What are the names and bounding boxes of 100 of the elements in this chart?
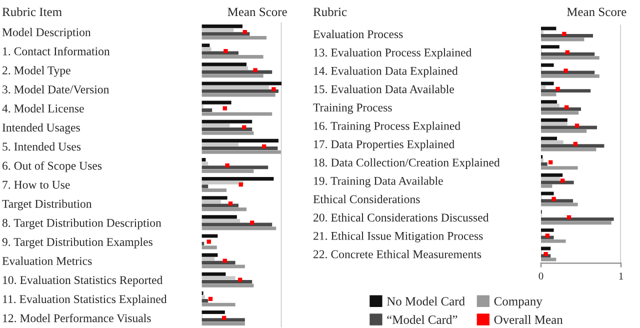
point bbox=[242, 125, 246, 130]
bar bbox=[202, 146, 278, 150]
bar bbox=[541, 199, 573, 203]
bar bbox=[202, 89, 278, 93]
bar bbox=[202, 166, 268, 170]
bar bbox=[541, 122, 568, 126]
point bbox=[566, 215, 572, 220]
bar bbox=[202, 44, 210, 48]
bar bbox=[202, 162, 208, 166]
bar bbox=[541, 173, 563, 177]
bar bbox=[202, 272, 226, 276]
bar bbox=[202, 47, 212, 51]
bar bbox=[202, 74, 264, 78]
y-tick-label: 11. Evaluation Statistics Explained bbox=[3, 294, 167, 306]
x-tick-label: 1 bbox=[619, 272, 623, 280]
bar bbox=[541, 111, 579, 115]
bar bbox=[541, 74, 600, 78]
point bbox=[222, 258, 227, 263]
bar bbox=[541, 140, 564, 144]
bar bbox=[202, 215, 237, 219]
y-tick-label: 9. Target Distribution Examples bbox=[2, 238, 152, 248]
bar bbox=[541, 92, 556, 96]
bar bbox=[541, 107, 581, 111]
bar bbox=[202, 280, 252, 284]
y-tick-label: 22. Concrete Ethical Measurements bbox=[314, 250, 482, 258]
bar bbox=[202, 66, 248, 70]
y-tick-label: 4. Model License bbox=[2, 104, 84, 113]
y-tick-label: Ethical Considerations bbox=[313, 194, 420, 204]
y-tick-label: 12. Model Performance Visuals bbox=[3, 314, 151, 322]
point bbox=[564, 68, 568, 73]
bar bbox=[541, 104, 560, 108]
point bbox=[544, 252, 548, 256]
y-tick-label: 17. Data Properties Explained bbox=[314, 140, 454, 151]
bar bbox=[202, 131, 254, 135]
bar bbox=[202, 310, 225, 314]
point bbox=[222, 106, 227, 110]
bar bbox=[541, 52, 595, 56]
bar bbox=[541, 258, 556, 262]
bar bbox=[202, 32, 250, 36]
bar bbox=[541, 184, 552, 188]
bar bbox=[202, 184, 208, 188]
y-tick-label: 13. Evaluation Process Explained bbox=[314, 48, 472, 59]
bar bbox=[202, 180, 244, 184]
bar bbox=[202, 284, 254, 288]
bar bbox=[541, 202, 578, 206]
point bbox=[253, 68, 258, 72]
bar bbox=[541, 63, 554, 67]
bar bbox=[202, 55, 264, 59]
bar bbox=[202, 208, 246, 212]
y-tick-label: 15. Evaluation Data Available bbox=[314, 84, 454, 94]
bar bbox=[541, 129, 587, 133]
bar bbox=[202, 246, 217, 250]
bar bbox=[541, 177, 560, 181]
bar bbox=[541, 246, 551, 250]
bar bbox=[202, 318, 245, 322]
point bbox=[548, 160, 553, 164]
point bbox=[262, 144, 266, 148]
bar bbox=[202, 169, 254, 173]
point bbox=[573, 142, 578, 146]
bar bbox=[541, 38, 584, 42]
point bbox=[224, 49, 228, 54]
point bbox=[225, 163, 230, 168]
point bbox=[206, 240, 211, 244]
bar bbox=[202, 299, 208, 303]
y-tick-label: 3. Model Date/Version bbox=[2, 85, 110, 94]
y-axis-title: Rubric bbox=[313, 7, 347, 16]
x-axis-title: Mean Score bbox=[566, 8, 626, 16]
y-axis-title: Rubric Item bbox=[2, 7, 62, 16]
bar bbox=[541, 162, 548, 166]
point bbox=[222, 316, 226, 320]
point bbox=[565, 50, 570, 54]
point bbox=[208, 296, 213, 301]
bar bbox=[541, 239, 566, 243]
bar bbox=[202, 322, 245, 326]
bar bbox=[541, 100, 557, 104]
legend-label: Company bbox=[494, 297, 542, 308]
bar bbox=[202, 24, 242, 28]
bar bbox=[202, 28, 234, 32]
bar bbox=[202, 86, 269, 90]
point bbox=[238, 182, 243, 187]
bar bbox=[202, 222, 272, 226]
y-tick-label: 14. Evaluation Data Explained bbox=[314, 66, 458, 78]
bar bbox=[202, 150, 281, 154]
point bbox=[560, 178, 565, 183]
point bbox=[562, 32, 566, 36]
bar bbox=[202, 100, 232, 104]
bar bbox=[202, 70, 272, 74]
legend-label: No Model Card bbox=[386, 296, 465, 306]
y-tick-label: Model Description bbox=[2, 28, 91, 39]
bar bbox=[541, 45, 560, 49]
bar bbox=[202, 51, 238, 55]
bar bbox=[541, 217, 614, 221]
bar bbox=[202, 112, 272, 116]
bar bbox=[202, 264, 245, 268]
bar bbox=[202, 127, 252, 132]
bar bbox=[541, 221, 612, 225]
bar bbox=[202, 260, 236, 264]
bar bbox=[202, 253, 218, 257]
y-tick-label: 20. Ethical Considerations Discussed bbox=[314, 213, 489, 222]
bar bbox=[202, 276, 236, 280]
